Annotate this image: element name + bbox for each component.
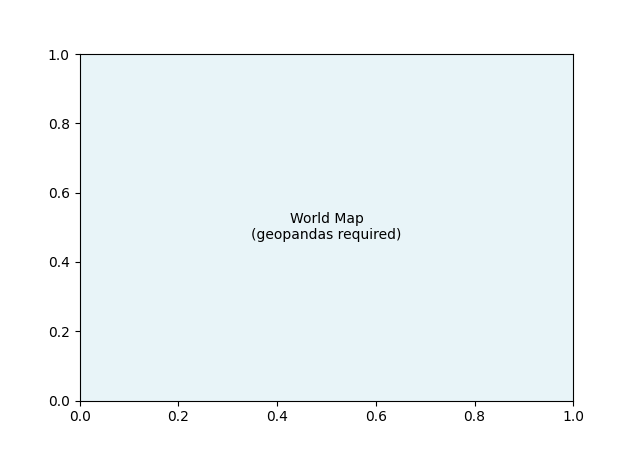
- Text: World Map
(geopandas required): World Map (geopandas required): [251, 212, 402, 243]
